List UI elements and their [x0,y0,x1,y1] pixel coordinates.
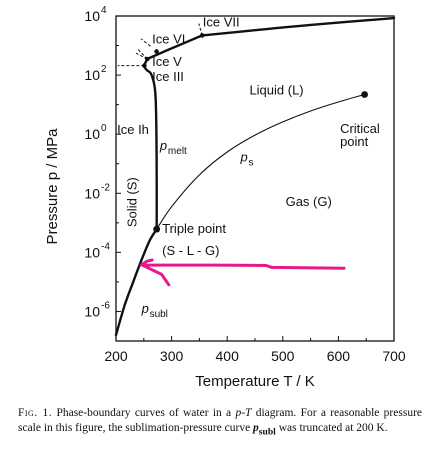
y-tick-exponent: 0 [101,123,107,134]
label-ice-iii: Ice III [152,69,184,84]
label-triple-line2: (S - L - G) [162,243,219,258]
y-tick-exponent: 2 [101,64,107,75]
label-solid: Solid (S) [125,177,140,227]
x-tick-label: 500 [271,348,295,364]
y-tick-label: 10 [84,185,100,201]
caption-text-part-1: Phase-boundary curves of water in a [56,407,236,419]
y-tick-label: 10 [84,8,100,24]
label-p-subl-subscript: subl [150,309,168,320]
curve-p-subl [114,228,158,337]
y-tick-label: 10 [84,67,100,83]
x-tick-label: 400 [216,348,240,364]
caption-pt-term: p-T [235,407,252,419]
label-critical-line1: Critical [340,121,380,136]
label-p-melt: p melt [159,138,187,157]
label-p-melt-subscript: melt [168,146,187,157]
curve-ice-vii-boundary [201,16,396,37]
x-tick-label: 600 [327,348,351,364]
caption-figure-number: Fig. 1. [18,407,53,419]
point-ice-v-triple-point [144,56,150,62]
x-tick-label: 300 [160,348,184,364]
curve-p-melt [143,57,158,231]
caption-text-part-3: was truncated at 200 K. [275,422,388,434]
phase-boundary-dash [140,38,151,47]
caption-subl-subscript: subl [258,426,276,438]
x-axis-title: Temperature T / K [195,373,315,390]
label-ice-v: Ice V [152,54,182,69]
caption-p-symbol: p [253,422,259,434]
point-ice-vii-triple-point [199,33,205,38]
x-tick-label: 200 [104,348,128,364]
phase-boundary-dash [136,48,148,60]
point-triple-point [153,225,161,233]
label-triple-line1: Triple point [162,221,226,236]
figure-caption: Fig. 1. Phase-boundary curves of water i… [18,406,422,439]
label-p-s-subscript: s [249,158,254,169]
curve-p-s [156,93,366,230]
label-p-subl-symbol: p [141,301,149,316]
y-tick-exponent: 4 [101,5,107,16]
y-tick-label: 10 [84,126,100,142]
y-tick-exponent: -6 [101,300,110,311]
annotation-arrow-head [140,258,154,267]
label-liquid: Liquid (L) [249,83,303,98]
y-tick-exponent: -2 [101,182,110,193]
y-axis-title: Pressure p / MPa [44,128,61,245]
label-p-subl: p subl [141,301,168,320]
point-critical-point [361,91,368,98]
x-tick-label: 700 [382,348,406,364]
point-ice-iii-triple-point [142,63,147,68]
y-tick-exponent: -4 [101,241,110,252]
label-p-melt-symbol: p [159,138,167,153]
point-ice-vi-triple-point [154,49,159,54]
caption-text-part-2: diagram. For a reasonable pressure scale… [18,407,423,434]
label-gas: Gas (G) [286,194,332,209]
label-ice-vi: Ice VI [152,32,185,47]
y-tick-label: 10 [84,303,100,319]
label-p-s-symbol: p [240,150,248,165]
annotation-arrow-shaft [140,263,346,270]
label-ice-vii: Ice VII [203,15,240,30]
label-critical-line2: point [340,134,369,149]
annotation-arrow-head [140,263,171,287]
y-tick-label: 10 [84,244,100,260]
label-ice-ih: Ice Ih [117,122,149,137]
curve-ice-vi-boundary [146,34,204,61]
